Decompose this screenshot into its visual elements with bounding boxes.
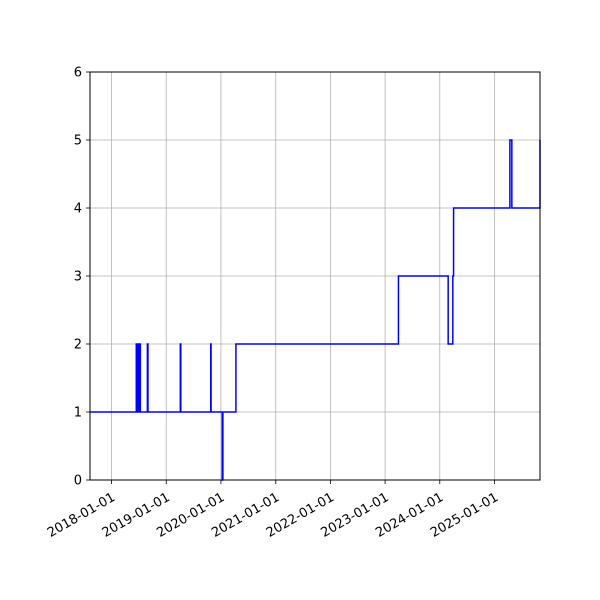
y-tick-label: 2 <box>74 338 82 353</box>
y-tick-label: 3 <box>74 270 82 285</box>
y-tick-label: 5 <box>74 134 82 149</box>
y-tick-label: 0 <box>74 474 82 489</box>
y-tick-label: 1 <box>74 406 82 421</box>
series-line <box>90 139 541 481</box>
y-tick-label: 4 <box>74 202 82 217</box>
y-axis: 0 1 2 3 4 5 6 <box>74 66 90 489</box>
series-layer <box>90 139 541 481</box>
y-tick-label: 6 <box>74 66 82 81</box>
